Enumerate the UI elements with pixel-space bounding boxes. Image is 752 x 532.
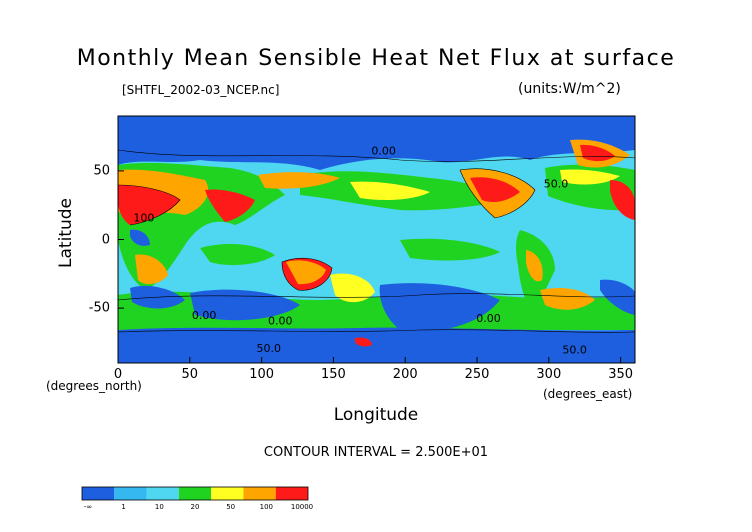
x-tick-label: 200 [392, 367, 418, 382]
x-tick-label: 150 [320, 367, 346, 382]
colorbar-segment [146, 487, 179, 500]
colorbar-segment [114, 487, 147, 500]
colorbar-segment [243, 487, 276, 500]
x-tick-label: 0 [113, 367, 123, 382]
contour-label: 0.00 [476, 312, 501, 325]
contour-labels: 0.00 50.0 100 0.00 0.00 0.00 50.0 50.0 [133, 144, 587, 356]
contour-interval-text: CONTOUR INTERVAL = 2.500E+01 [263, 445, 489, 460]
axis-ticks [117, 170, 622, 363]
x-tick-label: 350 [608, 367, 634, 382]
contour-label: 50.0 [257, 342, 282, 355]
contour-label: 50.0 [544, 177, 569, 190]
colorbar-segment [275, 487, 308, 500]
y-tick-label: 0 [101, 232, 110, 247]
colorbar-label: 20 [190, 503, 200, 511]
colorbar-label: 1 [121, 503, 126, 511]
y-tick-label: -50 [88, 300, 110, 316]
x-tick-label: 100 [249, 367, 275, 382]
contour-label: 0.00 [371, 144, 396, 157]
contour-label: 0.00 [192, 309, 217, 322]
colorbar-label: -∞ [83, 503, 93, 511]
x-tick-label: 300 [536, 367, 562, 382]
chart-subtitle: [SHTFL_2002-03_NCEP.nc] [122, 83, 280, 97]
colorbar [81, 486, 309, 501]
x-tick-label: 250 [464, 367, 490, 382]
colorbar-label: 10 [154, 503, 164, 511]
x-unit-label: (degrees_east) [543, 387, 633, 401]
x-axis-label: Longitude [333, 405, 419, 425]
units-label: (units:W/m^2) [518, 81, 621, 97]
y-unit-label: (degrees_north) [46, 379, 142, 393]
x-tick-label: 50 [181, 367, 199, 382]
y-tick-label: 50 [93, 163, 110, 179]
chart-title: Monthly Mean Sensible Heat Net Flux at s… [76, 46, 676, 71]
colorbar-label: 10000 [290, 503, 314, 511]
colorbar-label: 50 [226, 503, 236, 511]
contour-label: 100 [133, 212, 154, 225]
colorbar-segment [178, 487, 212, 500]
colorbar-frame [81, 486, 309, 501]
flux-field [118, 116, 635, 363]
colorbar-segment [82, 487, 115, 500]
contour-label: 50.0 [562, 343, 587, 356]
contour-label: 0.00 [268, 315, 293, 328]
colorbar-segment [211, 487, 244, 500]
colorbar-label: 100 [259, 503, 274, 511]
